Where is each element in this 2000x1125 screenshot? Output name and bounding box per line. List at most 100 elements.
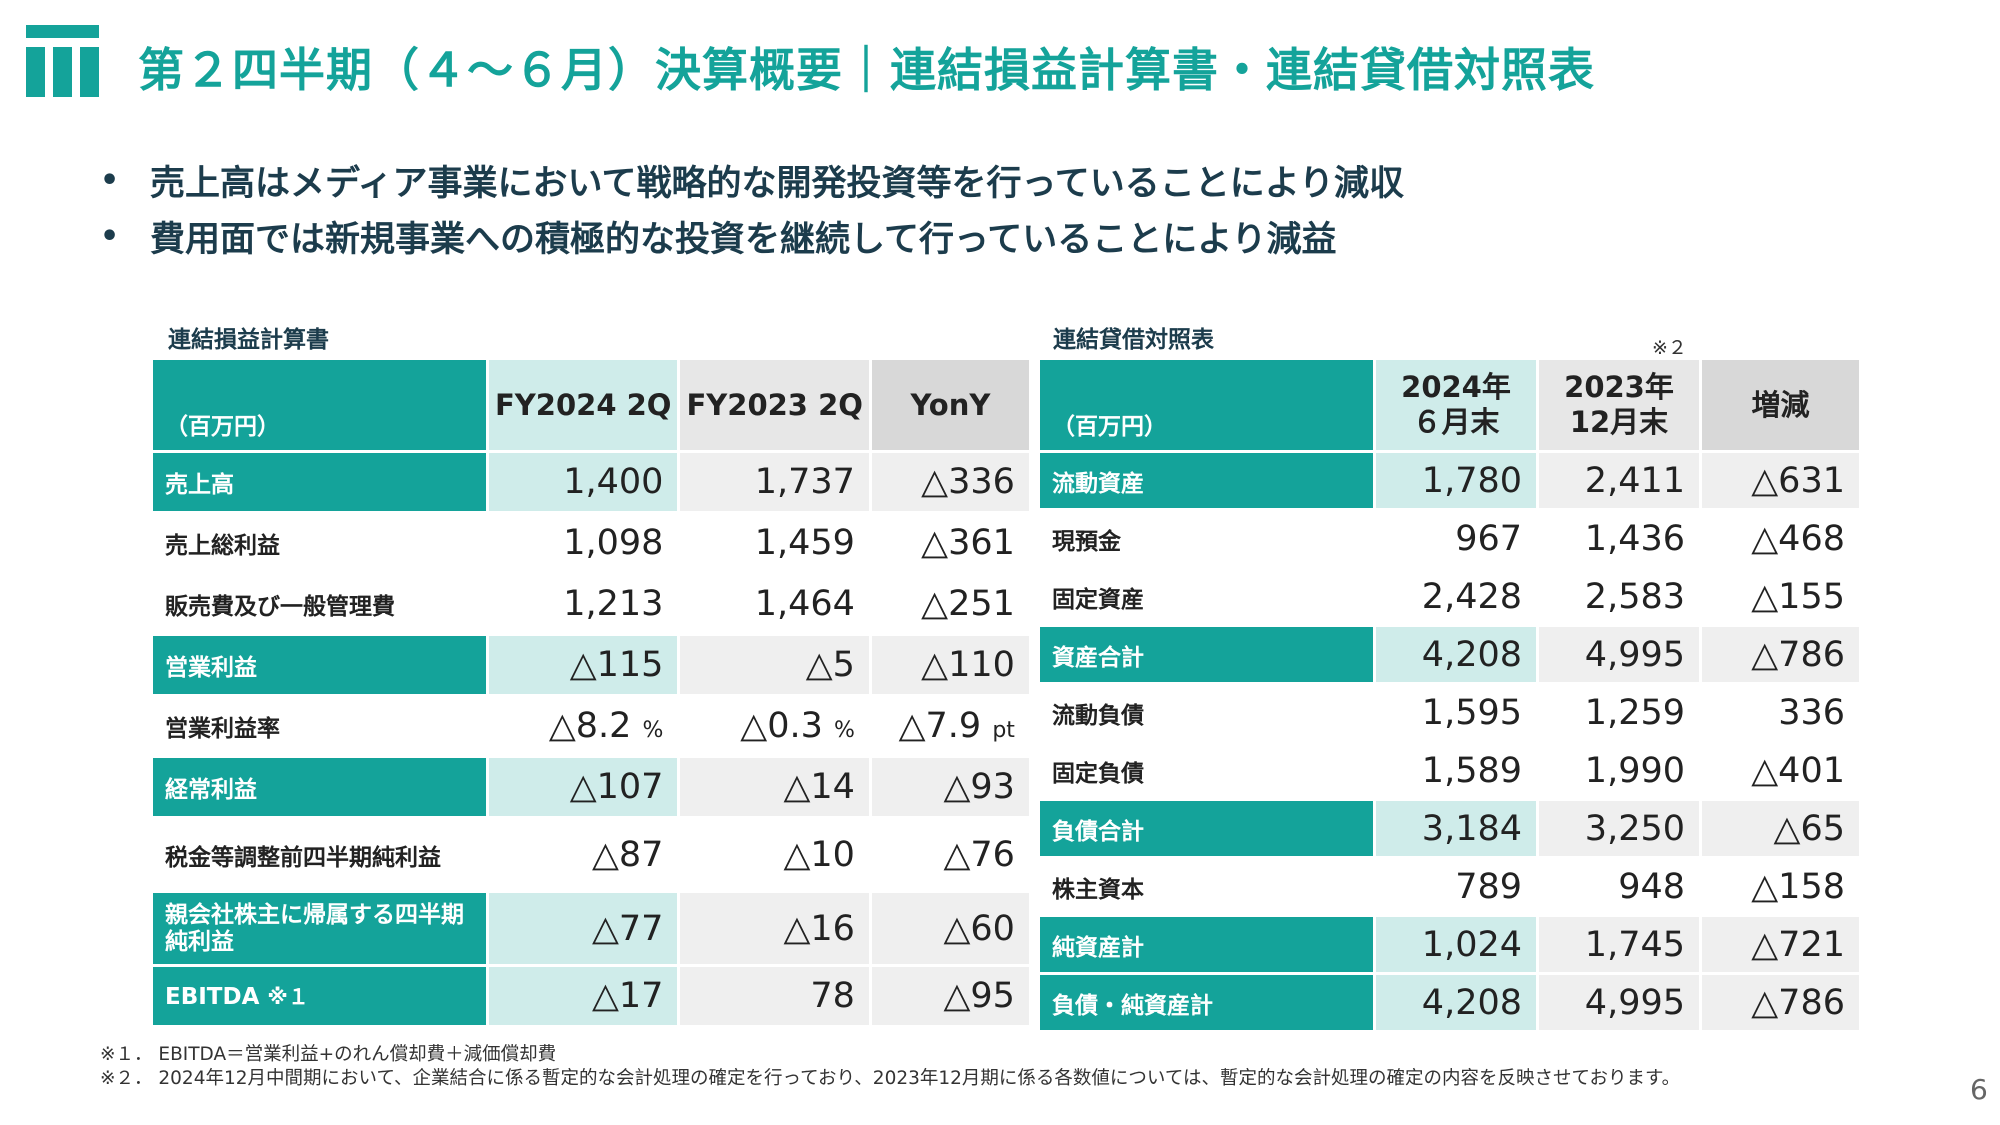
row-label: 資産合計	[1040, 627, 1373, 682]
row-label: 親会社株主に帰属する四半期純利益	[153, 893, 486, 964]
column-header: FY2024 2Q	[489, 360, 678, 450]
cell-value: 4,208	[1376, 627, 1536, 682]
cell-value: △107	[489, 758, 678, 816]
table-row: EBITDA ※１ △17 78 △95	[153, 967, 1029, 1025]
table-row: 販売費及び一般管理費 1,213 1,464 △251	[153, 575, 1029, 633]
cell-value: 1,595	[1421, 692, 1522, 733]
cell-value: 2,428	[1421, 576, 1522, 617]
cell-value: 1,589	[1421, 750, 1522, 791]
row-label: 税金等調整前四半期純利益	[165, 844, 441, 871]
table-row: 固定負債 1,589 1,990 △401	[1040, 743, 1859, 798]
table-header-row: （百万円） FY2024 2Q FY2023 2Q YonY	[153, 360, 1029, 450]
cell-number: △7.9	[898, 706, 982, 746]
column-header: 2023年 12月末	[1539, 360, 1699, 450]
cell-value: 1,990	[1584, 750, 1685, 791]
cell-value: △336	[871, 453, 1029, 511]
table-row: 流動資産 1,780 2,411 △631	[1040, 453, 1859, 508]
footnotes: ※１． EBITDA＝営業利益+のれん償却費＋減価償却費 ※２． 2024年12…	[100, 1043, 1680, 1091]
cell-value: △155	[1751, 576, 1845, 617]
bs-footnote-mark: ※２	[1652, 337, 1687, 359]
cell-value: 1,459	[754, 523, 855, 563]
column-header: YonY	[871, 360, 1029, 450]
row-label: 営業利益率	[165, 716, 280, 742]
cell-value: 78	[680, 967, 869, 1025]
cell-value: 1,780	[1376, 453, 1536, 508]
cell-value: 1,400	[489, 453, 678, 511]
footnote-1: ※１． EBITDA＝営業利益+のれん償却費＋減価償却費	[100, 1044, 557, 1065]
cell-value: △7.9 pt	[872, 697, 1029, 755]
cell-value: 2,583	[1584, 576, 1685, 617]
cell-value: △5	[680, 636, 869, 694]
table-row: 営業利益 △115 △5 △110	[153, 636, 1029, 694]
table-row: 負債・純資産計 4,208 4,995 △786	[1040, 975, 1859, 1030]
cell-value: 4,995	[1539, 975, 1699, 1030]
table-row: 親会社株主に帰属する四半期純利益 △77 △16 △60	[153, 893, 1029, 964]
row-label: 現預金	[1052, 528, 1121, 555]
table-row: 負債合計 3,184 3,250 △65	[1040, 801, 1859, 856]
cell-value: 1,737	[680, 453, 869, 511]
row-label: 負債・純資産計	[1040, 975, 1373, 1030]
column-header: FY2023 2Q	[680, 360, 869, 450]
row-label-text: EBITDA	[165, 984, 260, 1010]
cell-value: △65	[1702, 801, 1859, 856]
cell-value: △786	[1702, 627, 1859, 682]
row-label: 負債合計	[1040, 801, 1373, 856]
income-statement-table: （百万円） FY2024 2Q FY2023 2Q YonY 売上高 1,400…	[150, 357, 1032, 1028]
cell-value: 2,411	[1539, 453, 1699, 508]
row-label: 流動負債	[1052, 702, 1144, 729]
bullet-item: • 費用面では新規事業への積極的な投資を継続して行っていることにより減益	[100, 208, 1404, 264]
cell-value: △158	[1751, 866, 1845, 907]
cell-value: △76	[943, 834, 1015, 875]
table-row: 株主資本 789 948 △158	[1040, 859, 1859, 914]
cell-value: 1,259	[1584, 692, 1685, 733]
cell-value: △401	[1751, 750, 1845, 791]
cell-value: △115	[489, 636, 678, 694]
row-label: 販売費及び一般管理費	[165, 594, 395, 620]
bullet-text: 費用面では新規事業への積極的な投資を継続して行っていることにより減益	[150, 219, 1337, 260]
table-row: 現預金 967 1,436 △468	[1040, 511, 1859, 566]
cell-value: △60	[871, 893, 1029, 964]
table-row: 売上総利益 1,098 1,459 △361	[153, 514, 1029, 572]
cell-value: 1,213	[563, 584, 664, 624]
cell-value: 1,024	[1376, 917, 1536, 972]
row-label: 営業利益	[153, 636, 486, 694]
footnote-2: ※２． 2024年12月中間期において、企業結合に係る暫定的な会計処理の確定を行…	[100, 1068, 1681, 1089]
table-row: 経常利益 △107 △14 △93	[153, 758, 1029, 816]
cell-value: △87	[592, 834, 664, 875]
table-row: 固定資産 2,428 2,583 △155	[1040, 569, 1859, 624]
cell-value: △631	[1702, 453, 1859, 508]
row-label: 経常利益	[153, 758, 486, 816]
table-header-row: （百万円） 2024年 ６月末 2023年 12月末 増減	[1040, 360, 1859, 450]
table-row: 営業利益率 △8.2 % △0.3 % △7.9 pt	[153, 697, 1029, 755]
unit-label: （百万円）	[153, 360, 486, 450]
cell-unit: %	[834, 718, 855, 743]
cell-value: △361	[921, 523, 1015, 563]
row-label: 流動資産	[1040, 453, 1373, 508]
cell-value: 1,464	[754, 584, 855, 624]
cell-value: 336	[1778, 692, 1845, 733]
cell-value: 948	[1618, 866, 1685, 907]
column-header: 2024年 ６月末	[1376, 360, 1536, 450]
table-row: 流動負債 1,595 1,259 336	[1040, 685, 1859, 740]
cell-value: △77	[489, 893, 678, 964]
cell-value: △95	[871, 967, 1029, 1025]
table-row: 資産合計 4,208 4,995 △786	[1040, 627, 1859, 682]
row-label: EBITDA ※１	[153, 967, 486, 1025]
cell-value: △10	[783, 834, 855, 875]
cell-value: △93	[871, 758, 1029, 816]
cell-value: △251	[921, 584, 1015, 624]
cell-value: 1,098	[563, 523, 664, 563]
row-label: 純資産計	[1040, 917, 1373, 972]
cell-value: △14	[680, 758, 869, 816]
table-row: 純資産計 1,024 1,745 △721	[1040, 917, 1859, 972]
row-label: 株主資本	[1052, 876, 1144, 903]
cell-value: 1,436	[1584, 518, 1685, 559]
cell-unit: pt	[992, 718, 1015, 743]
cell-value: △0.3 %	[680, 697, 868, 755]
cell-value: △16	[680, 893, 869, 964]
company-logo	[26, 25, 99, 97]
cell-number: △8.2	[548, 706, 632, 746]
column-header: 増減	[1702, 360, 1859, 450]
cell-value: 3,184	[1376, 801, 1536, 856]
footnote-mark: ※１	[267, 985, 309, 1009]
